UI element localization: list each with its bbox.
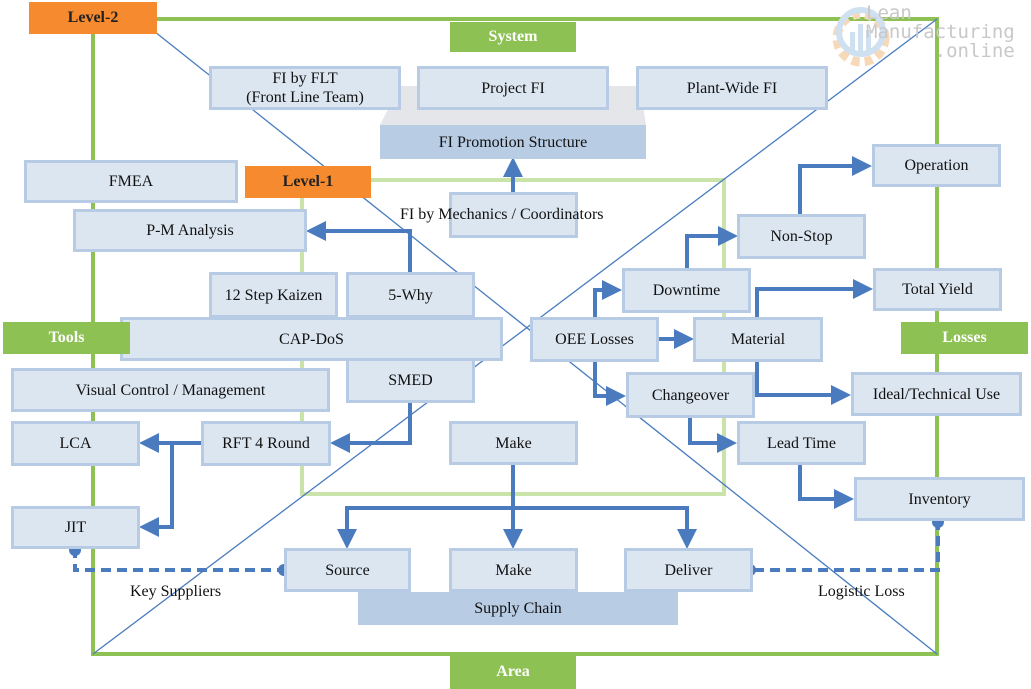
fi-mechanics-box[interactable] <box>449 192 578 238</box>
logistic-loss-label: Logistic Loss <box>818 583 905 600</box>
make-top-box[interactable]: Make <box>449 421 578 465</box>
arrow-nonstop-to-operation <box>798 156 872 214</box>
rft-4-round-box[interactable]: RFT 4 Round <box>201 421 331 466</box>
arrow-make-to-source <box>337 506 513 549</box>
diagonal-line <box>92 18 938 655</box>
fmea-box[interactable]: FMEA <box>24 160 238 203</box>
level-1-label: Level-1 <box>245 166 371 198</box>
5-why-box[interactable]: 5-Why <box>346 272 475 318</box>
oee-losses-box[interactable]: OEE Losses <box>530 317 659 362</box>
inventory-box[interactable]: Inventory <box>854 477 1025 521</box>
losses-label: Losses <box>901 322 1028 354</box>
tools-label: Tools <box>3 322 130 354</box>
level-2-label: Level-2 <box>29 2 157 34</box>
fi-by-flt-line2: (Front Line Team) <box>246 89 364 106</box>
supply-chain-box[interactable]: Supply Chain <box>358 592 678 625</box>
arrow-smed-to-rft <box>330 402 412 453</box>
smed-box[interactable]: SMED <box>346 358 475 403</box>
arrow-5why-to-pm <box>306 221 412 272</box>
pm-analysis-box[interactable]: P-M Analysis <box>73 209 307 252</box>
12-step-kaizen-box[interactable]: 12 Step Kaizen <box>209 272 338 318</box>
project-fi-box[interactable]: Project FI <box>417 66 609 110</box>
logo-gear-chart-icon <box>832 7 890 67</box>
visual-control-box[interactable]: Visual Control / Management <box>11 368 330 412</box>
area-label: Area <box>450 654 576 689</box>
non-stop-box[interactable]: Non-Stop <box>737 214 866 259</box>
key-suppliers-label: Key Suppliers <box>130 583 222 600</box>
downtime-box[interactable]: Downtime <box>622 268 751 313</box>
dashed-inventory-to-deliver <box>750 520 940 572</box>
plant-wide-fi-box[interactable]: Plant-Wide FI <box>636 66 828 110</box>
cap-dos-box[interactable]: CAP-DoS <box>120 317 503 361</box>
arrow-downtime-to-nonstop <box>685 226 738 268</box>
total-yield-box[interactable]: Total Yield <box>873 268 1002 311</box>
material-box[interactable]: Material <box>693 317 823 362</box>
make-box[interactable]: Make <box>449 548 578 592</box>
dashed-jit-to-source <box>73 548 284 572</box>
fi-mechanics-label: FI by Mechanics / Coordinators <box>400 206 604 223</box>
changeover-box[interactable]: Changeover <box>626 372 755 418</box>
ideal-technical-use-box[interactable]: Ideal/Technical Use <box>851 372 1022 416</box>
operation-box[interactable]: Operation <box>872 144 1001 187</box>
jit-box[interactable]: JIT <box>11 506 140 549</box>
lead-time-box[interactable]: Lead Time <box>737 421 866 465</box>
arrow-changeover-to-leadtime <box>688 417 737 453</box>
fi-by-flt-line1: FI by FLT <box>272 70 338 87</box>
deliver-box[interactable]: Deliver <box>624 548 753 592</box>
lca-box[interactable]: LCA <box>11 421 140 466</box>
arrow-make-to-deliver <box>513 506 697 549</box>
arrow-oee-to-downtime <box>593 280 622 320</box>
arrow-rft-to-jit <box>139 443 174 537</box>
system-label: System <box>450 22 576 52</box>
logo-text: Lean Manufacturing .online <box>866 2 1015 62</box>
arrow-oee-to-changeover <box>593 360 626 406</box>
arrow-leadtime-to-inventory <box>798 464 854 509</box>
source-box[interactable]: Source <box>284 548 411 592</box>
fi-promotion-structure-box[interactable]: FI Promotion Structure <box>380 125 646 159</box>
fi-by-flt-box[interactable]: FI by FLT (Front Line Team) <box>209 66 401 110</box>
